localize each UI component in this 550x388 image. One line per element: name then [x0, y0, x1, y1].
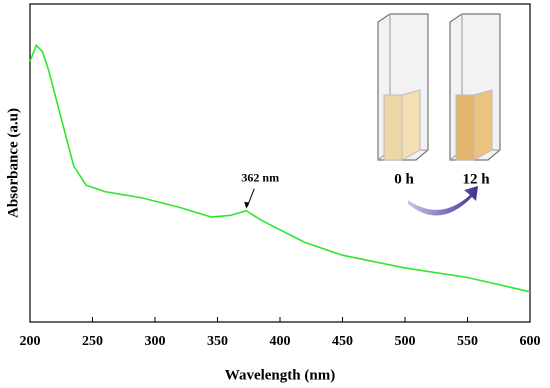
inset-label: 0 h	[394, 171, 414, 187]
inset-arrow	[408, 186, 478, 216]
x-tick-label: 400	[270, 334, 291, 349]
inset: 0 h 12 h	[377, 13, 501, 216]
x-tick-label: 450	[332, 334, 353, 349]
x-tick-label: 250	[82, 334, 103, 349]
x-tick-label: 200	[20, 334, 41, 349]
x-tick-label: 300	[145, 334, 166, 349]
spectrum-line	[29, 43, 531, 293]
x-axis-label: Wavelength (nm)	[225, 367, 335, 383]
x-tick-label: 550	[457, 334, 478, 349]
inset-label: 12 h	[462, 171, 490, 187]
x-tick-label: 350	[207, 334, 228, 349]
x-tick-label: 500	[395, 334, 416, 349]
annotation: 362 nm	[241, 170, 279, 184]
annotation-arrowhead	[244, 201, 250, 209]
cuvette	[449, 13, 501, 161]
cuvette	[377, 13, 429, 161]
y-axis-label: Absorbance (a.u)	[5, 108, 21, 218]
x-tick-label: 600	[520, 334, 541, 349]
